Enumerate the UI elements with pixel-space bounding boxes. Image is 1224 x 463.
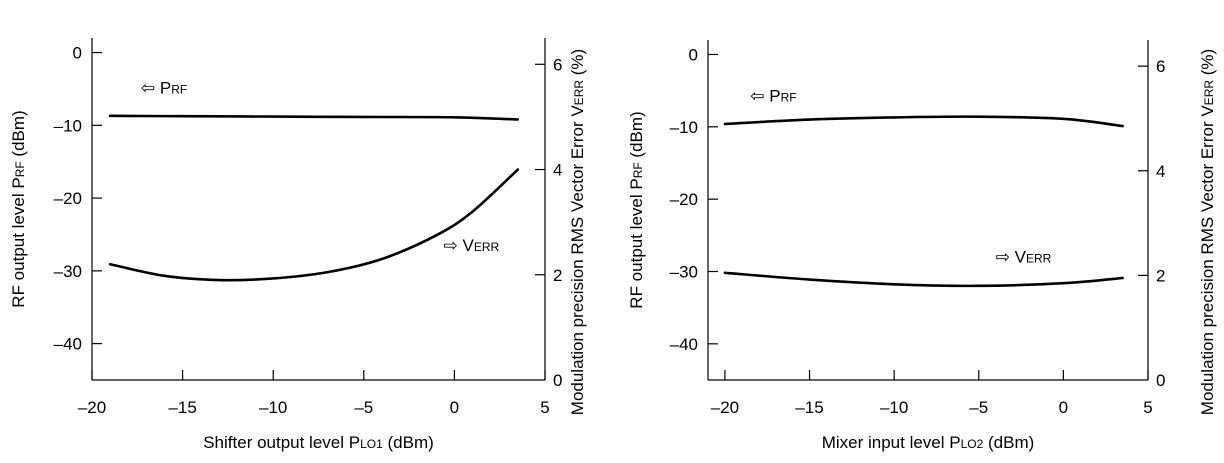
y-right-tick-label: 4	[1156, 162, 1165, 181]
x-tick-label: –10	[880, 398, 908, 417]
y-left-tick-label: –30	[54, 262, 82, 281]
y-left-axis-title: RF output level PRF (dBm)	[627, 111, 646, 308]
series-line-rf	[723, 115, 1124, 128]
x-tick-label: –10	[259, 398, 287, 417]
x-axis-title: Shifter output level PLO1 (dBm)	[203, 433, 434, 452]
x-tick-label: –20	[78, 398, 106, 417]
x-axis-title: Mixer input level PLO2 (dBm)	[822, 433, 1035, 452]
y-left-axis-title: RF output level PRF (dBm)	[9, 110, 28, 307]
x-tick-label: –15	[168, 398, 196, 417]
y-left-tick-label: –20	[670, 190, 698, 209]
series-line-err	[723, 271, 1124, 288]
x-tick-label: –5	[969, 398, 988, 417]
y-left-tick-label: –40	[54, 335, 82, 354]
series-label-err: ⇨ VERR	[444, 236, 500, 255]
y-left-tick-label: –10	[670, 118, 698, 137]
y-left-tick-label: –30	[670, 262, 698, 281]
x-tick-label: 5	[540, 398, 549, 417]
y-left-tick-label: –40	[670, 335, 698, 354]
y-right-tick-label: 4	[553, 161, 562, 180]
series-line-err	[108, 168, 520, 282]
series-line-rf	[108, 114, 520, 121]
x-tick-label: –20	[711, 398, 739, 417]
x-tick-label: 0	[450, 398, 459, 417]
y-left-tick-label: –10	[54, 116, 82, 135]
x-tick-label: 5	[1143, 398, 1152, 417]
y-right-tick-label: 2	[1156, 266, 1165, 285]
x-tick-label: –5	[354, 398, 373, 417]
x-tick-label: 0	[1059, 398, 1068, 417]
y-left-tick-label: 0	[689, 45, 698, 64]
y-right-axis-title: Modulation precision RMS Vector Error VE…	[1198, 49, 1217, 415]
x-tick-label: –15	[795, 398, 823, 417]
y-right-tick-label: 6	[553, 55, 562, 74]
y-left-tick-label: 0	[73, 44, 82, 63]
series-label-rf: ⇦ PRF	[141, 78, 187, 97]
y-right-tick-label: 0	[1156, 371, 1165, 390]
y-right-tick-label: 0	[553, 371, 562, 390]
y-left-tick-label: –20	[54, 189, 82, 208]
y-right-tick-label: 6	[1156, 57, 1165, 76]
series-label-rf: ⇦ PRF	[750, 86, 796, 105]
y-right-tick-label: 2	[553, 266, 562, 285]
series-label-err: ⇨ VERR	[996, 247, 1052, 266]
y-right-axis-title: Modulation precision RMS Vector Error VE…	[568, 49, 587, 415]
